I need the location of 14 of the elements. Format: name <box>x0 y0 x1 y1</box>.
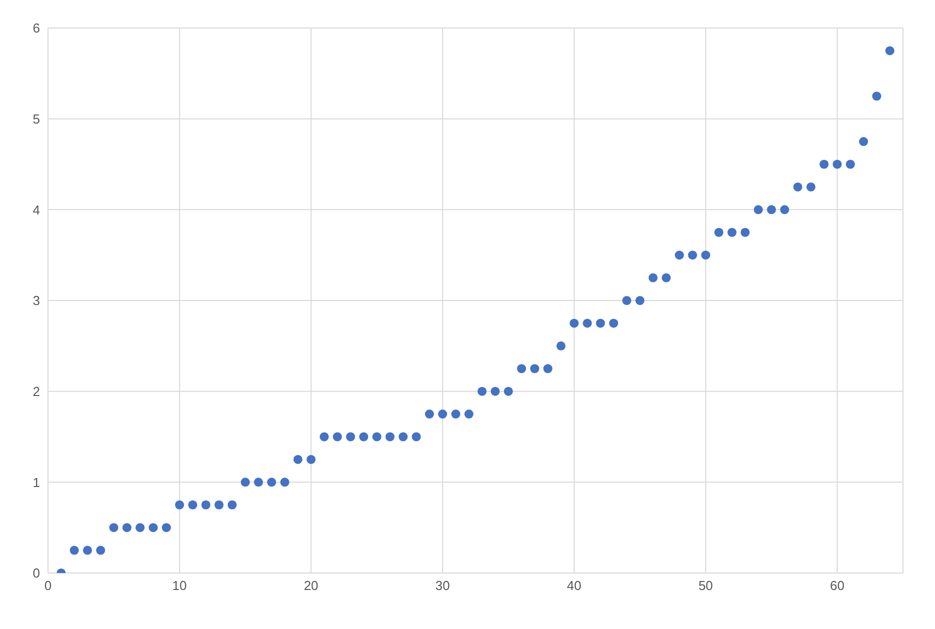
x-tick-label: 50 <box>698 578 713 594</box>
x-tick-label: 20 <box>304 578 318 594</box>
y-tick-label: 4 <box>32 202 40 218</box>
y-tick-label: 3 <box>32 293 40 308</box>
y-tick-label: 2 <box>32 384 40 399</box>
y-tick-label: 0 <box>32 566 40 581</box>
x-tick-label: 30 <box>435 578 450 594</box>
x-tick-label: 40 <box>566 578 582 594</box>
y-tick-label: 6 <box>32 20 40 36</box>
y-tick-label: 1 <box>32 474 40 490</box>
y-tick-label: 5 <box>32 111 40 126</box>
x-tick-label: 10 <box>172 578 187 594</box>
x-tick-label: 0 <box>44 578 52 594</box>
x-tick-label: 60 <box>830 578 844 594</box>
